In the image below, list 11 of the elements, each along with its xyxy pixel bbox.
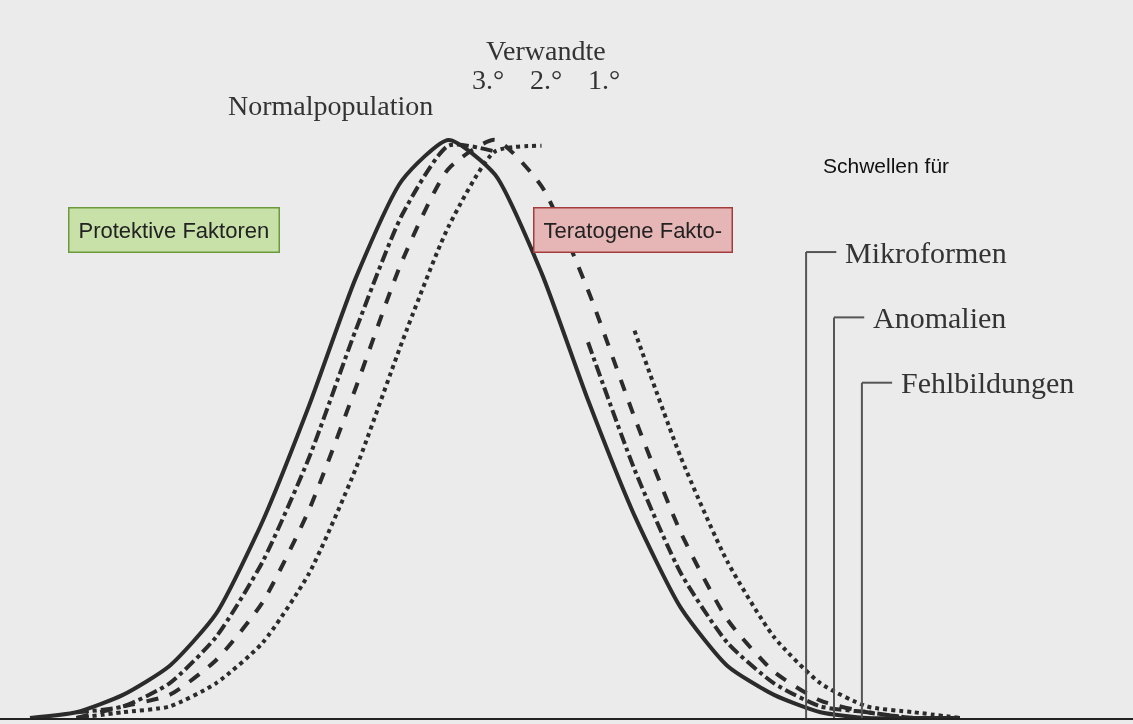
annotation: Anomalien	[873, 301, 1007, 334]
annotation: Fehlbildungen	[901, 366, 1075, 399]
text: Verwandte	[486, 35, 606, 66]
annotation: Schwellen für	[823, 154, 950, 177]
annotation: Mikroformen	[845, 236, 1007, 269]
annotation: Teratogene Fakto-	[543, 217, 723, 243]
annotation: Protektive Faktoren	[78, 217, 270, 243]
series-label: Normalpopulation	[228, 90, 434, 121]
text: 1.°	[588, 64, 621, 95]
text: 2.°	[530, 64, 563, 95]
series-label: 3.°	[472, 64, 505, 95]
